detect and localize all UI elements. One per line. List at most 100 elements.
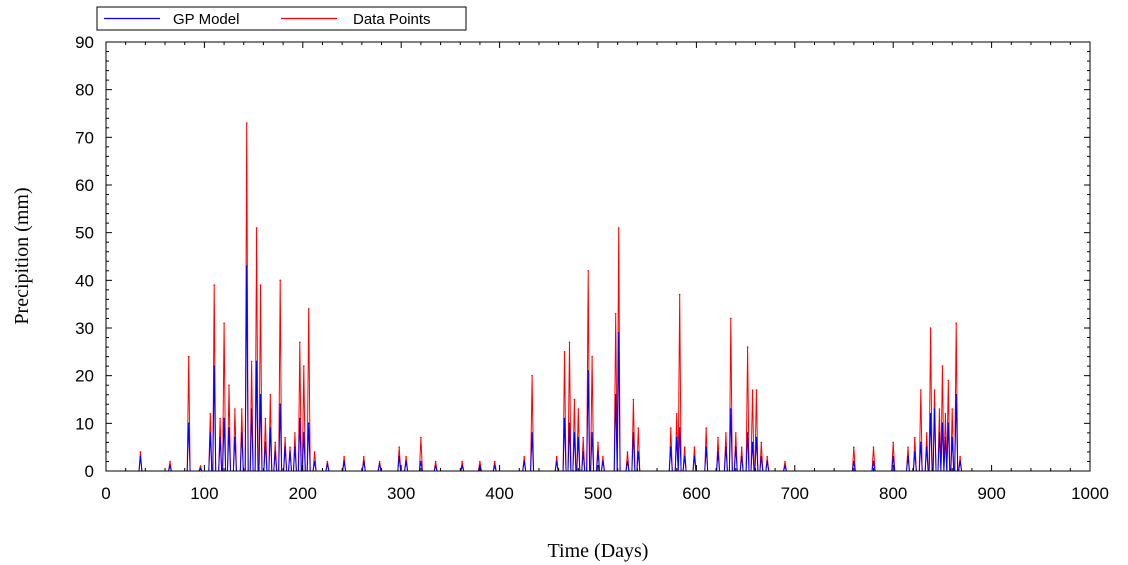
data-point (740, 446, 743, 449)
data-point (941, 422, 944, 425)
data-point (892, 441, 894, 444)
data-point (892, 455, 894, 458)
x-tick-label: 100 (190, 484, 218, 503)
data-point (245, 265, 248, 267)
data-point (199, 467, 202, 470)
data-point (853, 460, 855, 463)
data-point (929, 327, 932, 329)
data-point (853, 446, 855, 449)
y-tick-label: 80 (75, 81, 94, 100)
data-point (241, 408, 243, 410)
data-point (259, 284, 262, 286)
data-point (735, 432, 737, 434)
y-tick-label: 20 (75, 367, 94, 386)
data-point (920, 389, 922, 391)
data-point (872, 446, 875, 449)
data-point (363, 455, 365, 458)
y-axis-title: Precipition (mm) (11, 187, 33, 324)
data-point (755, 436, 758, 439)
data-point (307, 308, 310, 310)
data-point (955, 322, 957, 325)
y-tick-label: 40 (75, 271, 94, 290)
data-point (284, 446, 286, 449)
x-tick-label: 1000 (1071, 484, 1109, 503)
data-point (343, 455, 345, 458)
data-point (959, 460, 961, 463)
data-point (250, 408, 253, 410)
data-point (614, 393, 617, 396)
data-point (326, 463, 329, 465)
data-point (169, 460, 171, 463)
data-point (766, 460, 768, 463)
data-point (378, 460, 381, 463)
data-point (378, 463, 381, 465)
data-point (289, 446, 291, 449)
data-point (766, 455, 768, 458)
data-point (209, 432, 212, 434)
data-point (614, 312, 617, 315)
data-point (725, 432, 727, 434)
data-point (259, 393, 262, 396)
data-point (683, 455, 686, 458)
data-point (289, 451, 291, 453)
y-tick-label: 10 (75, 414, 94, 433)
data-point (307, 422, 310, 425)
data-point (944, 413, 947, 415)
data-point (255, 360, 258, 363)
data-point (209, 413, 212, 415)
data-point (169, 465, 171, 468)
legend-label-gp-model: GP Model (173, 11, 239, 28)
plot-area (106, 42, 1090, 471)
data-point (626, 460, 629, 463)
data-point (907, 455, 909, 458)
data-point (405, 455, 407, 458)
data-point (730, 317, 732, 320)
data-point (693, 446, 696, 449)
x-axis-title: Time (Days) (548, 540, 649, 562)
data-point (279, 279, 282, 282)
data-point (959, 455, 961, 458)
data-point (577, 436, 580, 439)
data-point (299, 341, 301, 344)
data-point (675, 413, 678, 415)
data-point (925, 432, 928, 434)
data-point (705, 446, 707, 449)
x-tick-label: 900 (977, 484, 1005, 503)
data-point (751, 389, 754, 391)
data-point (670, 446, 672, 449)
data-point (947, 422, 950, 425)
data-point (274, 451, 277, 453)
x-tick-label: 600 (682, 484, 710, 503)
data-point (219, 417, 221, 420)
x-axis: 0 100 200 300 400 500 600 700 800 900 1000 (101, 42, 1109, 503)
y-tick-label: 0 (85, 462, 94, 481)
data-point (784, 465, 786, 468)
y-tick-label: 50 (75, 224, 94, 243)
data-point (938, 408, 941, 410)
data-point (951, 436, 953, 439)
data-point (947, 379, 950, 382)
data-point (555, 455, 558, 458)
data-point (343, 460, 345, 463)
data-point (637, 451, 640, 453)
data-point (523, 455, 525, 458)
data-point (717, 436, 719, 439)
data-point (234, 436, 236, 439)
data-point (228, 384, 230, 387)
y-axis: 0 10 20 30 40 50 60 70 80 90 (75, 33, 1090, 481)
data-point (398, 446, 401, 449)
data-point (717, 451, 719, 453)
data-point (434, 460, 437, 463)
data-point (303, 365, 305, 367)
y-tick-label: 30 (75, 319, 94, 338)
data-point (929, 413, 932, 415)
x-tick-label: 300 (387, 484, 415, 503)
data-point (632, 432, 635, 434)
data-point (241, 432, 243, 434)
data-point (213, 284, 215, 286)
data-point (555, 460, 558, 463)
data-point (531, 374, 533, 377)
data-point (746, 432, 749, 434)
x-tick-label: 0 (101, 484, 110, 503)
